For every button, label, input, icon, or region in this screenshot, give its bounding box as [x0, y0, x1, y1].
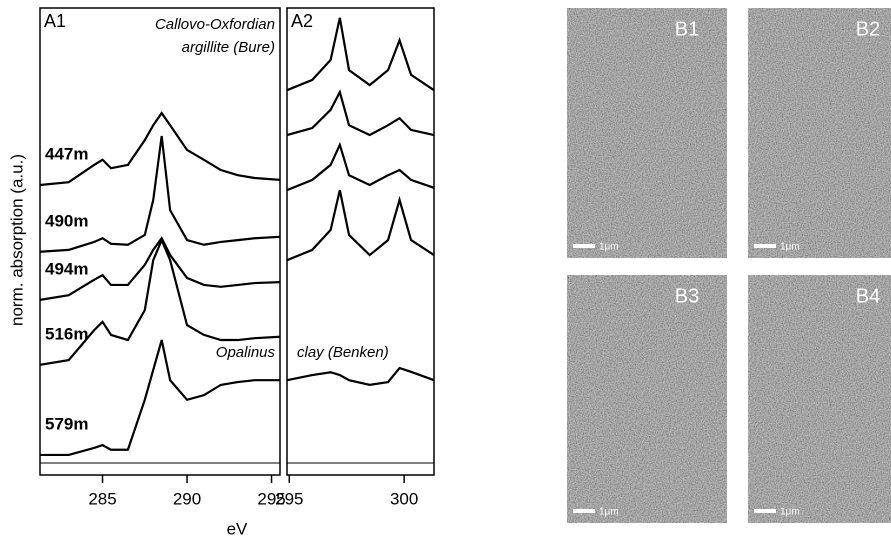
scale-label: 1μm — [599, 242, 619, 253]
series-label: 494m — [45, 259, 88, 278]
plot-frame — [286, 7, 435, 476]
scale-bar — [754, 244, 776, 248]
micrograph — [748, 275, 891, 523]
spectrum-line — [39, 236, 281, 301]
micrograph — [748, 8, 891, 258]
series-label: 579m — [45, 414, 88, 433]
spectrum-line — [39, 135, 281, 253]
micrograph — [567, 275, 727, 523]
x-tick-label: 300 — [390, 489, 418, 508]
spectrum-line — [286, 17, 435, 92]
plot-frame — [39, 7, 281, 476]
y-axis-label: norm. absorption (a.u.) — [7, 154, 26, 326]
micrograph — [567, 8, 727, 258]
panel-label: A2 — [291, 11, 313, 31]
image-label: B3 — [675, 285, 699, 307]
image-label: B2 — [856, 18, 880, 40]
x-tick-label: 285 — [88, 489, 116, 508]
annotation: Callovo-Oxfordian — [155, 16, 275, 33]
x-tick-label: 295 — [275, 489, 303, 508]
spectrum-line — [286, 366, 435, 386]
series-label: 516m — [45, 324, 88, 343]
annotation: argillite (Bure) — [182, 39, 275, 56]
scale-label: 1μm — [599, 507, 619, 518]
x-tick-label: 295 — [257, 489, 285, 508]
scale-label: 1μm — [780, 507, 800, 518]
spectrum-line — [286, 189, 435, 262]
spectrum-line — [286, 89, 435, 137]
series-label: 447m — [45, 144, 88, 163]
spectrum-line — [40, 339, 280, 457]
scale-bar — [573, 244, 595, 248]
scale-bar — [754, 509, 776, 513]
scale-label: 1μm — [780, 242, 800, 253]
x-tick-label: 290 — [173, 489, 201, 508]
x-axis-label: eV — [227, 519, 248, 538]
spectrum-line — [39, 111, 281, 187]
scale-bar — [573, 509, 595, 513]
series-label: 490m — [45, 211, 88, 230]
spectrum-line — [286, 141, 435, 192]
annotation: clay (Benken) — [297, 344, 389, 361]
spectrum-line — [39, 237, 281, 366]
image-label: B1 — [675, 18, 699, 40]
annotation: Opalinus — [216, 344, 276, 361]
image-label: B4 — [856, 285, 880, 307]
panel-label: A1 — [44, 11, 66, 31]
